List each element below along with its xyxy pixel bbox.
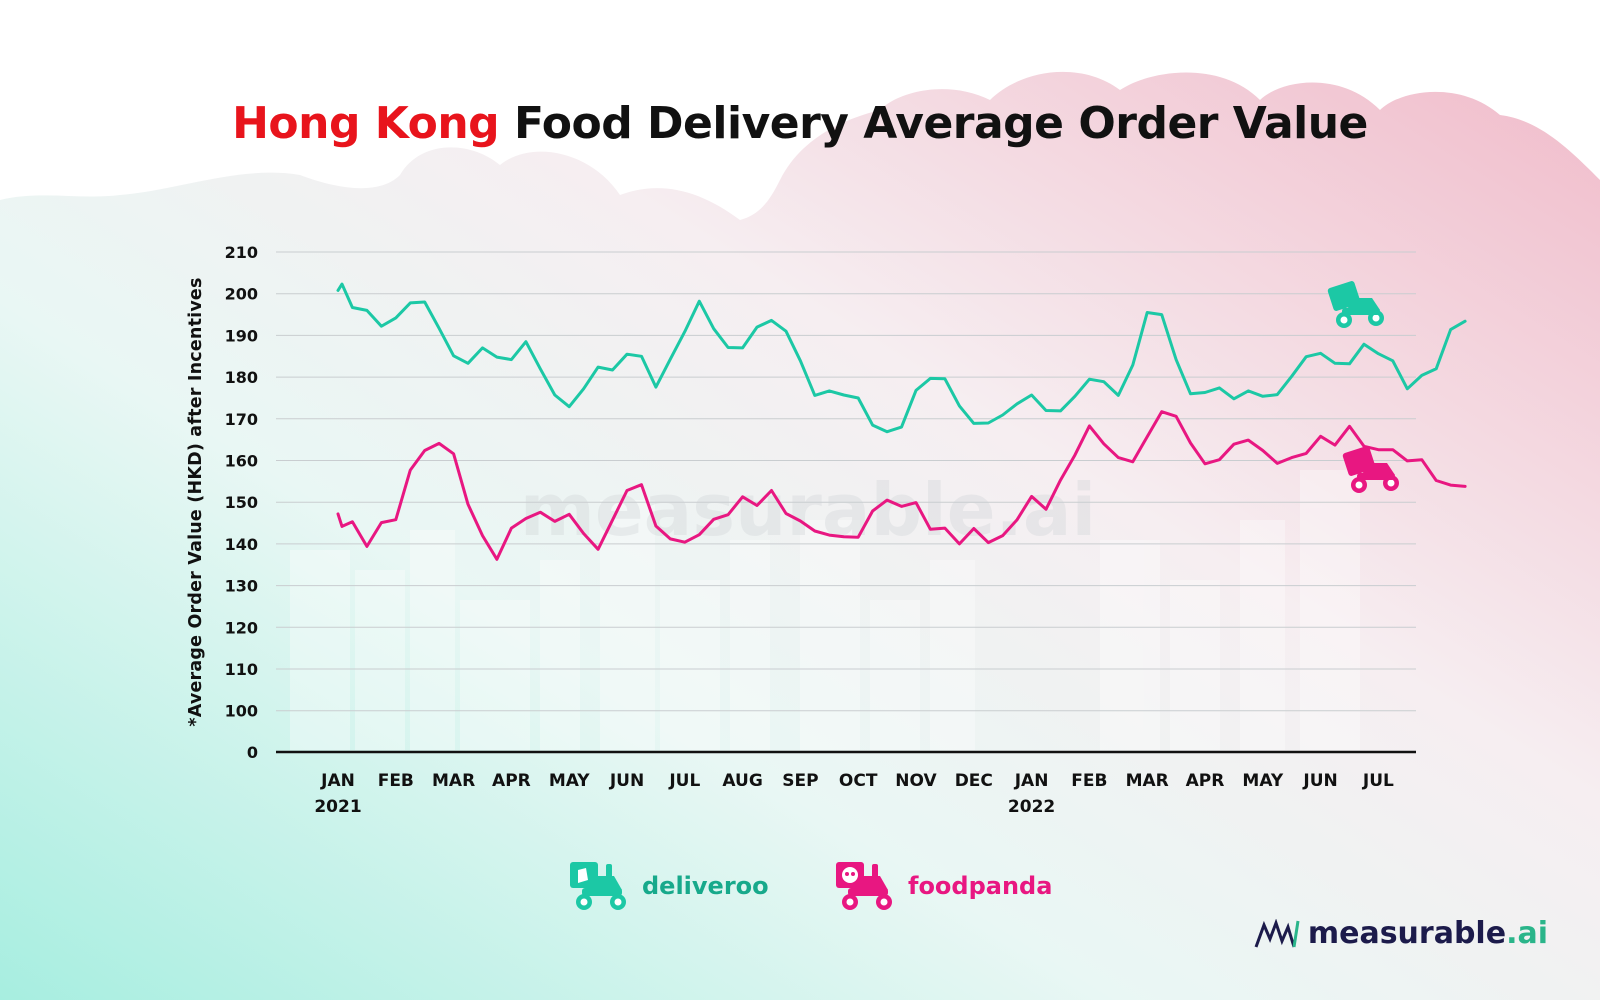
x-tick-label: JAN — [1014, 771, 1049, 791]
x-tick-label: OCT — [839, 771, 878, 791]
y-tick-label: 160 — [225, 452, 258, 471]
y-tick-label: 150 — [225, 493, 258, 512]
measurable-logo-icon — [1254, 918, 1300, 948]
x-tick-label: FEB — [1071, 771, 1107, 791]
x-tick-label: MAY — [549, 771, 590, 791]
series-line-deliveroo — [336, 282, 1467, 434]
y-tick-label: 190 — [225, 326, 258, 345]
chart-title: Hong Kong Food Delivery Average Order Va… — [0, 98, 1600, 149]
foodpanda-scooter-icon — [836, 862, 892, 910]
brand-suffix: .ai — [1506, 916, 1548, 951]
watermark: measurable.ai — [520, 468, 1096, 552]
y-tick-label: 0 — [247, 743, 258, 762]
y-tick-label: 100 — [225, 702, 258, 721]
legend-label-foodpanda: foodpanda — [908, 872, 1053, 900]
foodpanda-end-icon — [1342, 446, 1399, 493]
x-tick-year: 2022 — [1008, 797, 1055, 817]
y-tick-label: 140 — [225, 535, 258, 554]
title-highlight: Hong Kong — [232, 98, 500, 149]
deliveroo-scooter-icon — [570, 862, 626, 910]
x-tick-label: SEP — [782, 771, 818, 791]
y-tick-label: 120 — [225, 618, 258, 637]
x-tick-label: MAY — [1242, 771, 1283, 791]
y-tick-label: 110 — [225, 660, 258, 679]
legend-item-foodpanda: foodpanda — [834, 858, 1052, 914]
series-line-foodpanda — [336, 410, 1467, 561]
legend-item-deliveroo: deliveroo — [568, 858, 769, 914]
x-tick-label: MAR — [1126, 771, 1169, 791]
x-tick-label: JUL — [668, 771, 700, 791]
y-tick-label: 210 — [225, 243, 258, 262]
y-tick-label: 130 — [225, 577, 258, 596]
x-tick-label: DEC — [955, 771, 993, 791]
legend-label-deliveroo: deliveroo — [642, 872, 769, 900]
x-tick-label: JUN — [1302, 771, 1337, 791]
x-tick-label: APR — [492, 771, 531, 791]
x-tick-label: JUN — [609, 771, 644, 791]
x-tick-label: FEB — [378, 771, 414, 791]
x-tick-label: NOV — [895, 771, 937, 791]
y-tick-label: 200 — [225, 285, 258, 304]
brand-name: measurable — [1307, 916, 1507, 951]
x-tick-label: JAN — [320, 771, 355, 791]
brand-logo: measurable .ai — [1254, 916, 1548, 951]
x-tick-label: JUL — [1362, 771, 1394, 791]
title-rest: Food Delivery Average Order Value — [499, 98, 1368, 149]
x-tick-label: AUG — [722, 771, 762, 791]
x-tick-year: 2021 — [314, 797, 361, 817]
deliveroo-end-icon — [1327, 281, 1384, 328]
x-tick-label: APR — [1186, 771, 1225, 791]
y-tick-label: 170 — [225, 410, 258, 429]
y-tick-label: 180 — [225, 368, 258, 387]
x-tick-label: MAR — [432, 771, 475, 791]
